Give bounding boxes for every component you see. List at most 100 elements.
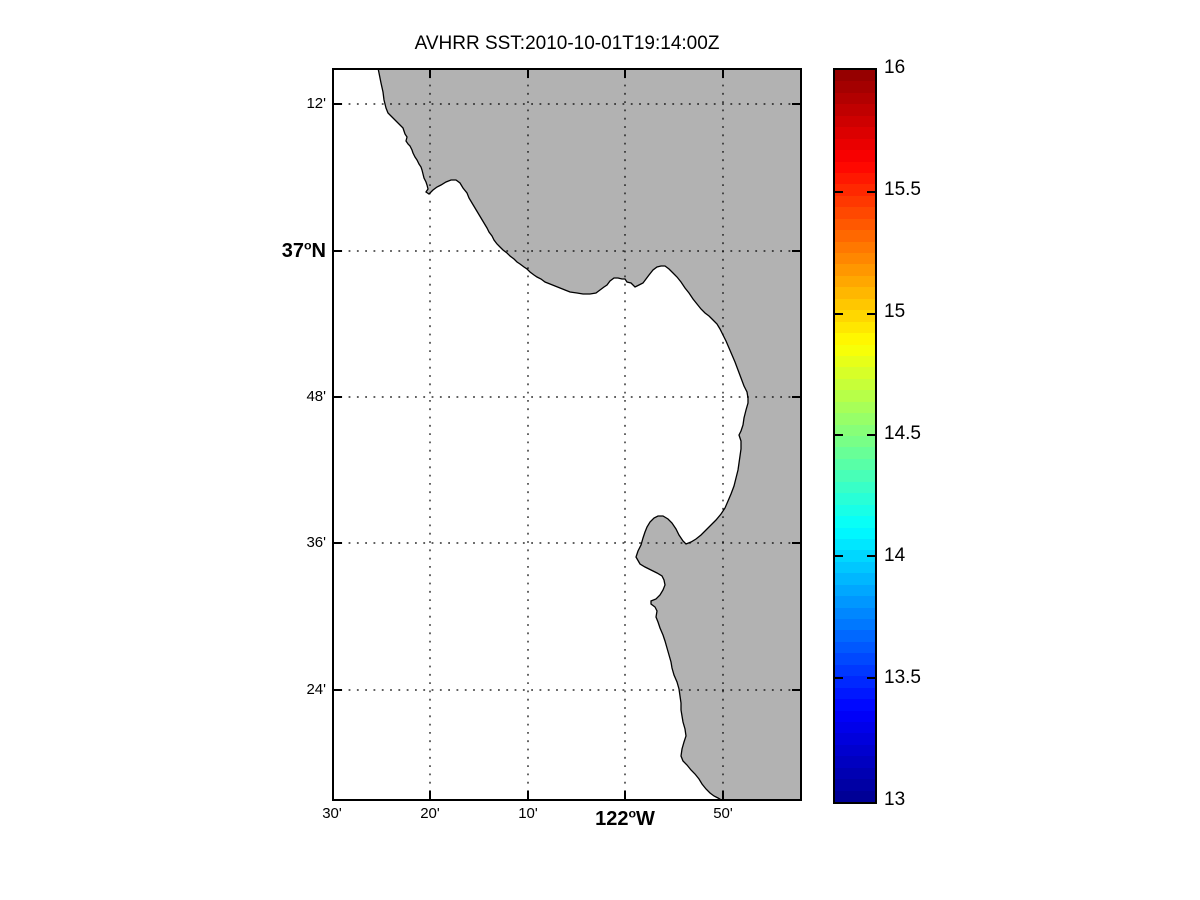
colorbar-tick-label: 14.5	[884, 423, 921, 444]
y-tick-label: 36'	[306, 534, 326, 551]
colorbar-band	[835, 699, 875, 711]
land-region	[377, 68, 802, 801]
colorbar-band	[835, 573, 875, 585]
colorbar-band	[835, 619, 875, 631]
colorbar-band	[835, 767, 875, 780]
colorbar-tick-label: 15	[884, 301, 906, 322]
colorbar-tick-label: 15.5	[884, 179, 921, 200]
colorbar-band	[835, 287, 875, 299]
x-tick-label: 50'	[713, 805, 733, 822]
map-plot-area	[332, 68, 802, 801]
degree-superscript: o	[628, 806, 637, 821]
colorbar-band	[835, 596, 875, 608]
colorbar-band	[835, 333, 875, 345]
colorbar-band	[835, 470, 875, 482]
colorbar-tick-mark	[867, 677, 875, 679]
colorbar-band	[835, 516, 875, 528]
colorbar-band	[835, 207, 875, 219]
colorbar-band	[835, 401, 875, 414]
colorbar-band	[835, 218, 875, 231]
colorbar-band	[835, 630, 875, 642]
colorbar	[833, 68, 877, 804]
colorbar-band	[835, 607, 875, 619]
colorbar-band	[835, 790, 875, 802]
colorbar-band	[835, 367, 875, 379]
colorbar-band	[835, 527, 875, 539]
colorbar-band	[835, 253, 875, 265]
colorbar-tick-mark	[835, 313, 843, 315]
x-tick-label: 20'	[420, 805, 440, 822]
colorbar-band	[835, 424, 875, 436]
colorbar-band	[835, 436, 875, 448]
colorbar-band	[835, 733, 875, 745]
colorbar-band	[835, 481, 875, 494]
colorbar-tick-label: 13.5	[884, 667, 921, 688]
colorbar-band	[835, 676, 875, 688]
colorbar-band	[835, 70, 875, 82]
colorbar-band	[835, 241, 875, 253]
colorbar-band	[835, 710, 875, 722]
x-tick-label: 122oW	[595, 806, 655, 830]
colorbar-gradient	[835, 70, 875, 802]
colorbar-band	[835, 641, 875, 654]
degree-superscript: o	[303, 238, 312, 253]
colorbar-band	[835, 138, 875, 151]
y-tick-label: 37oN	[281, 238, 326, 262]
colorbar-band	[835, 104, 875, 116]
colorbar-band	[835, 127, 875, 139]
x-tick-label: 10'	[518, 805, 538, 822]
colorbar-band	[835, 458, 875, 471]
colorbar-tick-mark	[867, 191, 875, 193]
axes-frame	[332, 68, 802, 801]
colorbar-band	[835, 172, 875, 185]
colorbar-band	[835, 504, 875, 517]
colorbar-band	[835, 310, 875, 322]
colorbar-band	[835, 653, 875, 665]
colorbar-tick-mark	[835, 677, 843, 679]
colorbar-band	[835, 275, 875, 288]
colorbar-band	[835, 115, 875, 128]
colorbar-band	[835, 81, 875, 93]
colorbar-band	[835, 150, 875, 162]
colorbar-band	[835, 744, 875, 757]
colorbar-band	[835, 664, 875, 677]
colorbar-band	[835, 378, 875, 391]
colorbar-tick-mark	[835, 555, 843, 557]
colorbar-band	[835, 721, 875, 734]
colorbar-tick-mark	[867, 434, 875, 436]
colorbar-band	[835, 195, 875, 208]
colorbar-band	[835, 779, 875, 791]
colorbar-band	[835, 184, 875, 196]
colorbar-band	[835, 161, 875, 173]
x-tick-label: 30'	[322, 805, 342, 822]
colorbar-band	[835, 584, 875, 597]
colorbar-band	[835, 321, 875, 334]
map-svg	[332, 68, 802, 801]
colorbar-tick-mark	[835, 434, 843, 436]
colorbar-band	[835, 447, 875, 459]
y-tick-label: 24'	[306, 681, 326, 698]
colorbar-band	[835, 550, 875, 562]
colorbar-band	[835, 756, 875, 768]
colorbar-band	[835, 493, 875, 505]
y-tick-label: 48'	[306, 388, 326, 405]
colorbar-tick-label: 13	[884, 789, 906, 810]
colorbar-band	[835, 561, 875, 574]
colorbar-band	[835, 687, 875, 700]
colorbar-band	[835, 390, 875, 402]
colorbar-band	[835, 413, 875, 425]
colorbar-tick-mark	[835, 191, 843, 193]
colorbar-tick-label: 16	[884, 57, 906, 78]
plot-title: AVHRR SST:2010-10-01T19:14:00Z	[414, 33, 720, 54]
colorbar-tick-mark	[867, 555, 875, 557]
colorbar-band	[835, 92, 875, 105]
colorbar-band	[835, 230, 875, 242]
colorbar-band	[835, 355, 875, 368]
colorbar-band	[835, 344, 875, 356]
colorbar-band	[835, 298, 875, 311]
colorbar-tick-label: 14	[884, 545, 906, 566]
colorbar-tick-mark	[867, 313, 875, 315]
y-tick-label: 12'	[306, 95, 326, 112]
colorbar-band	[835, 538, 875, 551]
